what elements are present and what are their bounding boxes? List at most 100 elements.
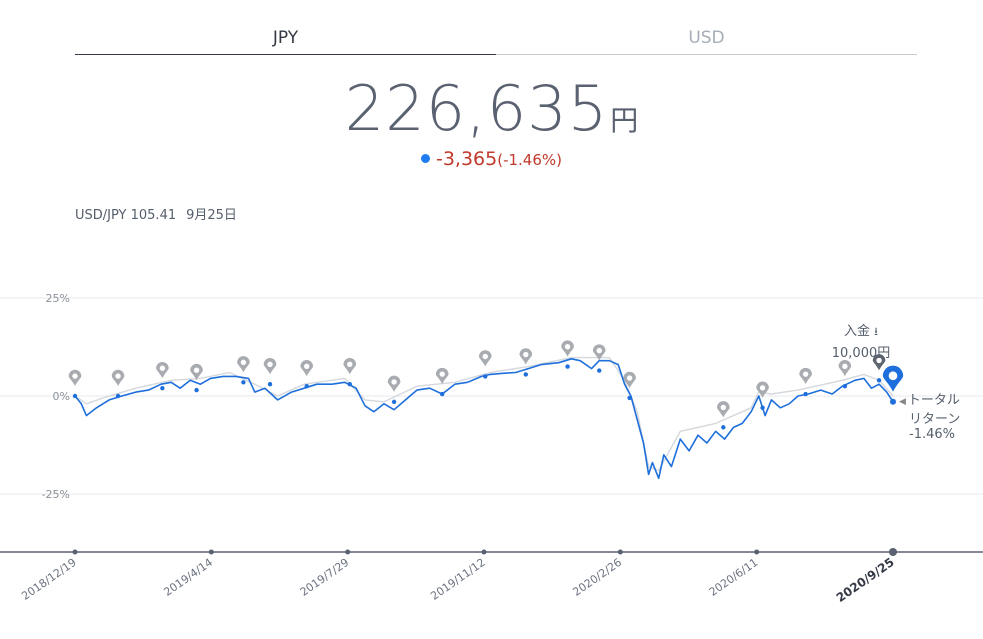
x-tick-dot xyxy=(208,549,214,555)
pin-hole xyxy=(115,373,121,379)
deposit-annotation: 入金 ⭳ 10,000円 xyxy=(818,320,904,361)
balance: 226,635円 xyxy=(0,72,983,145)
event-point xyxy=(115,393,121,399)
download-icon: ⭳ xyxy=(874,325,878,338)
total-return-value: -1.46% xyxy=(909,427,955,442)
pin-hole xyxy=(759,385,766,391)
y-tick-label: -25% xyxy=(42,488,70,501)
event-point xyxy=(523,372,528,377)
pin-hole xyxy=(876,357,882,364)
pin-hole xyxy=(240,359,247,366)
x-tick-dot xyxy=(345,549,351,555)
total-return-line1: トータル xyxy=(907,393,960,408)
event-marker-icon xyxy=(237,356,250,373)
pin-hole xyxy=(347,361,353,368)
event-marker-icon xyxy=(623,371,636,388)
latest-point xyxy=(890,398,896,405)
event-marker-icon xyxy=(263,358,277,375)
pin-hole xyxy=(439,371,445,377)
total-return-line2: リターン xyxy=(909,412,961,427)
change-percent: (-1.46%) xyxy=(497,151,563,169)
event-point xyxy=(597,368,602,373)
pin-hole xyxy=(482,353,488,360)
event-point xyxy=(440,391,445,397)
deposit-marker-icon xyxy=(872,354,886,371)
pin-hole xyxy=(720,404,727,411)
currency-tabs: JPY USD xyxy=(75,24,917,55)
event-marker-icon xyxy=(799,367,812,385)
event-marker-icon xyxy=(717,401,730,418)
event-marker-icon xyxy=(519,348,533,365)
event-point xyxy=(876,378,882,383)
total-return-annotation: ◀ トータル リターン -1.46% xyxy=(899,389,971,442)
event-point xyxy=(803,391,808,397)
fx-pair: USD/JPY 105.41 xyxy=(75,208,177,223)
x-tick-dot xyxy=(889,548,897,556)
pin-hole xyxy=(391,379,397,385)
fx-date: 9月25日 xyxy=(186,208,237,223)
x-tick-dot xyxy=(617,549,623,555)
x-tick-label: 2018/12/19 xyxy=(19,556,78,603)
event-marker-icon xyxy=(156,361,169,379)
y-tick-label: 0% xyxy=(53,390,70,403)
event-point xyxy=(721,425,726,430)
event-marker-icon xyxy=(387,375,401,392)
pointer-left-icon: ◀ xyxy=(899,397,906,407)
fx-rate: USD/JPY 105.41 9月25日 xyxy=(75,204,247,223)
event-marker-icon xyxy=(756,381,769,398)
event-point xyxy=(347,382,352,387)
event-marker-icon xyxy=(592,344,606,361)
pin-hole xyxy=(193,367,200,373)
event-point xyxy=(760,405,765,410)
event-marker-icon xyxy=(68,369,82,386)
x-tick-dot xyxy=(754,549,760,555)
event-marker-icon xyxy=(190,363,203,381)
y-tick-label: 25% xyxy=(46,292,70,305)
pin-hole xyxy=(842,363,848,369)
event-marker-icon xyxy=(300,359,314,377)
x-tick-label: 2019/7/29 xyxy=(298,556,352,599)
x-tick-dot xyxy=(481,549,487,555)
x-tick-label: 2019/4/14 xyxy=(161,556,215,599)
pin-hole xyxy=(802,371,809,377)
change-dot-icon xyxy=(420,154,430,163)
event-point xyxy=(304,384,309,389)
event-point xyxy=(160,385,165,391)
event-point xyxy=(72,393,78,399)
event-point xyxy=(267,382,273,387)
event-point xyxy=(565,364,570,369)
pin-hole xyxy=(564,344,571,350)
deposit-amount: 10,000円 xyxy=(831,346,891,361)
tab-jpy[interactable]: JPY xyxy=(75,24,496,55)
event-point xyxy=(627,395,632,401)
pin-hole xyxy=(304,363,310,369)
x-tick-label: 2019/11/12 xyxy=(428,556,487,603)
series-line-benchmark xyxy=(74,356,894,472)
pin-hole xyxy=(267,361,273,368)
series-line-portfolio xyxy=(74,358,894,480)
change-amount: -3,365 xyxy=(435,148,498,170)
pin-hole xyxy=(72,373,78,379)
event-point xyxy=(483,374,488,379)
event-point xyxy=(842,384,848,389)
pin-hole xyxy=(159,365,166,371)
event-marker-icon xyxy=(435,367,449,385)
pin-hole xyxy=(523,351,529,358)
tab-usd[interactable]: USD xyxy=(496,24,917,55)
deposit-label: 入金 xyxy=(843,324,870,339)
x-tick-dot xyxy=(72,549,78,555)
event-marker-icon xyxy=(838,360,852,377)
event-marker-icon xyxy=(561,340,574,357)
event-point xyxy=(194,387,199,393)
pin-hole xyxy=(888,371,898,381)
balance-change: -3,365(-1.46%) xyxy=(0,148,983,170)
x-tick-label: 2020/9/25 xyxy=(834,555,897,605)
current-position-marker-icon xyxy=(882,365,904,392)
event-point xyxy=(391,399,397,405)
event-marker-icon xyxy=(478,350,492,367)
pin-hole xyxy=(596,347,602,354)
balance-unit: 円 xyxy=(610,104,639,137)
x-tick-label: 2020/2/26 xyxy=(570,556,624,599)
pin-hole xyxy=(626,375,633,381)
